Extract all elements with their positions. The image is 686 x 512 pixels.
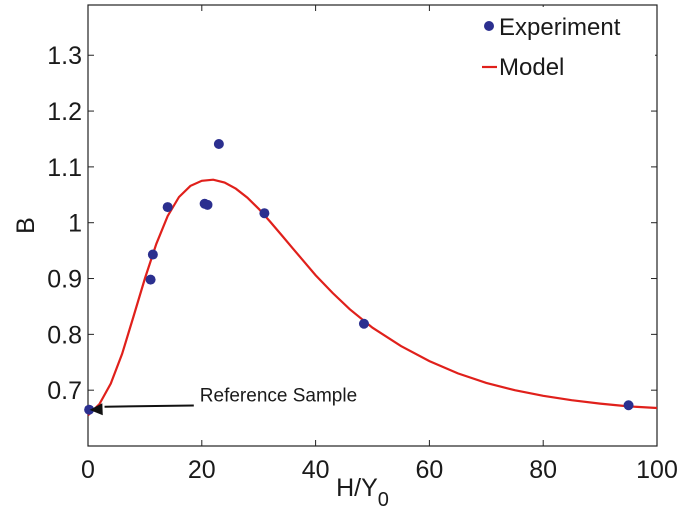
experiment-point: [84, 404, 95, 415]
legend-box: [480, 7, 655, 83]
annotation-arrowhead: [89, 403, 103, 416]
y-tick-label: 1: [68, 210, 82, 238]
legend-label-experiment: Experiment: [499, 14, 621, 41]
annotation-arrow-line: [104, 404, 194, 408]
experiment-point: [162, 202, 173, 213]
experiment-point: [213, 138, 224, 149]
legend-label-model: Model: [499, 54, 564, 81]
y-tick-label: 0.7: [47, 377, 82, 405]
x-tick-label: 40: [302, 456, 330, 484]
x-tick-label: 20: [188, 456, 216, 484]
x-tick-label: 80: [529, 456, 557, 484]
x-axis-title: H/Y0: [336, 474, 389, 511]
plot-frame: [87, 4, 658, 447]
experiment-point: [147, 249, 158, 260]
experiment-point: [358, 318, 369, 329]
x-tick-label: 0: [81, 456, 95, 484]
model-line: [87, 178, 658, 417]
x-axis-title-subscript: 0: [378, 489, 389, 511]
experiment-point: [202, 199, 213, 210]
experiment-point: [623, 400, 634, 411]
y-tick-label: 1.2: [47, 98, 82, 126]
annotation-label: Reference Sample: [200, 386, 357, 407]
x-tick-label: 100: [636, 456, 678, 484]
y-tick-label: 1.3: [47, 42, 82, 70]
experiment-point: [259, 208, 270, 219]
y-axis-title: B: [12, 217, 40, 234]
y-tick-label: 0.9: [47, 266, 82, 294]
experiment-point: [145, 274, 156, 285]
plot-area: 0 20 40 60 80 100 0.7 0.8 0.9 1 1.1 1.2 1.3 H/Y0 B Refe…: [12, 4, 678, 511]
y-tick-label: 1.1: [47, 154, 82, 182]
legend-marker-experiment: [484, 21, 494, 31]
y-tick-label: 0.8: [47, 321, 82, 349]
x-tick-label: 60: [415, 456, 443, 484]
